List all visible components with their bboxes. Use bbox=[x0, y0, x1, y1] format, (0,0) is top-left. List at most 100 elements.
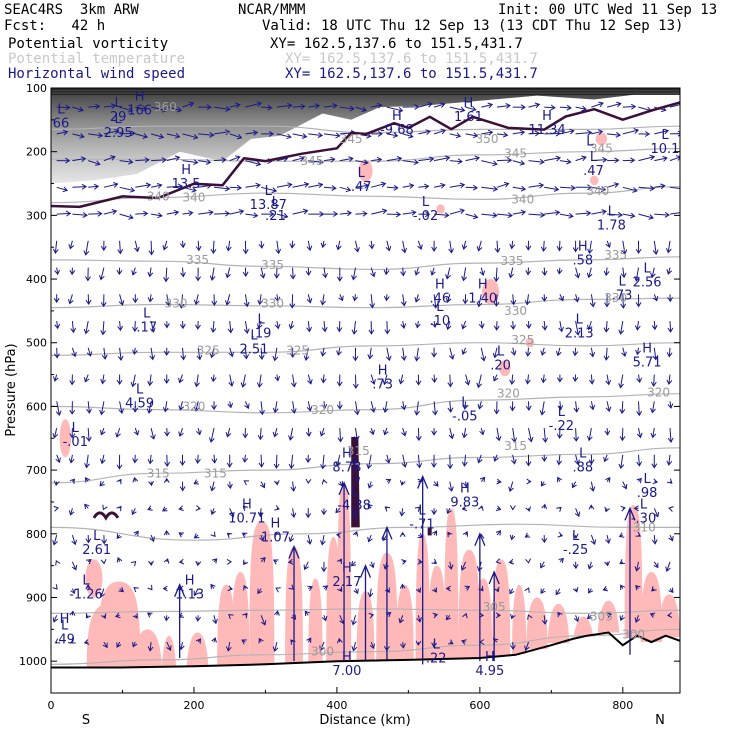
wind-vector-59 bbox=[86, 559, 92, 565]
axes: 100 200 300 400 500 600 700 800 900 1000 0 200 400 60… bbox=[19, 82, 680, 712]
wind-vector-148 bbox=[166, 133, 181, 139]
wind-vector-54 bbox=[85, 428, 92, 442]
wind-vector-138 bbox=[150, 427, 156, 440]
extremum-l-marker-48: L bbox=[115, 96, 123, 111]
wind-vector-52 bbox=[84, 374, 90, 383]
wind-vector-655 bbox=[544, 209, 561, 216]
wind-vector-368 bbox=[321, 401, 328, 410]
wind-vector-327 bbox=[288, 428, 294, 441]
wind-vector-254 bbox=[245, 160, 262, 167]
wind-vector-769 bbox=[620, 584, 626, 591]
wind-vector-548 bbox=[465, 155, 481, 162]
wind-vector-750 bbox=[606, 612, 613, 619]
wind-vector-56 bbox=[84, 477, 91, 483]
wind-vector-143 bbox=[148, 560, 154, 566]
wind-vector-530 bbox=[448, 240, 454, 254]
wind-vector-24 bbox=[72, 183, 88, 190]
wind-vector-437 bbox=[369, 561, 375, 569]
wind-vector-627 bbox=[509, 588, 515, 595]
wind-vector-203 bbox=[193, 479, 199, 485]
wind-vector-803 bbox=[650, 428, 657, 439]
init-time: Init: 00 UTC Wed 11 Sep 13 bbox=[498, 2, 718, 18]
wind-vector-421 bbox=[371, 130, 384, 137]
wind-vector-466 bbox=[402, 209, 417, 216]
wind-vector-767 bbox=[618, 532, 625, 538]
extremum-value-40: 13.5 bbox=[172, 177, 201, 192]
wind-vector-322 bbox=[289, 294, 296, 309]
wind-vector-592 bbox=[496, 212, 513, 219]
y-tick-label-500: 500 bbox=[26, 337, 47, 350]
wind-vector-246 bbox=[229, 508, 235, 518]
wind-vector-557 bbox=[462, 401, 469, 410]
wind-vector-499 bbox=[417, 532, 424, 538]
wind-vector-58 bbox=[85, 535, 92, 544]
wind-vector-764 bbox=[618, 454, 625, 470]
wind-vector-476 bbox=[399, 480, 406, 486]
wind-vector-215 bbox=[210, 240, 217, 255]
extremum-value-29: -.30 bbox=[631, 511, 656, 526]
wind-vector-235 bbox=[229, 209, 245, 215]
wind-vector-453 bbox=[383, 427, 389, 436]
theta-label-15: 325 bbox=[511, 333, 534, 347]
wind-vector-184 bbox=[178, 532, 184, 538]
wind-vector-598 bbox=[493, 374, 499, 382]
legend-theta-xy: XY= 162.5,137.6 to 151.5,431.7 bbox=[285, 51, 538, 67]
wind-vector-683 bbox=[556, 428, 563, 440]
wind-vector-650 bbox=[524, 641, 530, 652]
wind-vector-600 bbox=[495, 428, 502, 442]
wind-vector-276 bbox=[260, 186, 278, 193]
wind-vector-3 bbox=[56, 186, 69, 193]
wind-vector-182 bbox=[179, 481, 186, 492]
wind-vector-107 bbox=[135, 157, 150, 163]
wind-vector-648 bbox=[524, 587, 530, 593]
wind-vector-396 bbox=[337, 586, 343, 592]
extremum-l-marker-26: L bbox=[558, 405, 566, 420]
extremum-l-marker-38: L bbox=[272, 195, 280, 210]
wind-vector-680 bbox=[555, 347, 562, 357]
theta-label-9: 320 bbox=[183, 399, 206, 413]
wind-vector-703 bbox=[573, 428, 580, 442]
extremum-value-31: 5.71 bbox=[633, 355, 662, 370]
theta-label-21: 335 bbox=[261, 258, 284, 272]
x-tick-label-0: 0 bbox=[48, 699, 55, 712]
wind-vector-350 bbox=[305, 478, 312, 485]
extremum-value-19: 7.00 bbox=[332, 664, 361, 679]
wind-vector-263 bbox=[244, 401, 250, 410]
wind-vector-242 bbox=[227, 401, 234, 409]
wind-vector-313 bbox=[274, 610, 280, 616]
wind-vector-793 bbox=[654, 155, 668, 162]
x-tick-label-800: 800 bbox=[612, 699, 633, 712]
wind-vector-57 bbox=[84, 503, 90, 510]
wind-vector-96 bbox=[115, 427, 121, 438]
wind-vector-156 bbox=[163, 347, 170, 357]
wind-vector-161 bbox=[163, 477, 170, 483]
wind-vector-307 bbox=[273, 454, 280, 469]
wind-vector-640 bbox=[525, 374, 531, 385]
wind-vector-482 bbox=[400, 642, 406, 649]
wind-vector-555 bbox=[461, 347, 467, 355]
wind-vector-606 bbox=[494, 586, 500, 593]
extremum-l-marker-5: L bbox=[61, 618, 69, 633]
wind-vector-376 bbox=[321, 615, 328, 622]
shade-column-20 bbox=[492, 559, 511, 657]
wind-vector-427 bbox=[369, 294, 376, 309]
wind-vector-822 bbox=[667, 401, 674, 409]
wind-vector-43 bbox=[88, 132, 104, 139]
wind-vector-516 bbox=[431, 428, 438, 436]
extremum-h-marker-13: H bbox=[342, 446, 352, 461]
wind-vector-735 bbox=[607, 211, 624, 218]
wind-vector-293 bbox=[258, 637, 264, 644]
wind-vector-682 bbox=[557, 401, 564, 411]
y-tick-label-600: 600 bbox=[26, 400, 47, 413]
wind-vector-528 bbox=[449, 182, 466, 189]
wind-vector-775 bbox=[638, 213, 655, 220]
extremum-l-marker-29: L bbox=[640, 497, 648, 512]
wind-vector-690 bbox=[557, 611, 563, 618]
wind-vector-709 bbox=[572, 587, 579, 593]
wind-vector-536 bbox=[447, 401, 454, 413]
wind-vector-319 bbox=[292, 208, 309, 215]
wind-vector-157 bbox=[163, 374, 170, 385]
wind-vector-103 bbox=[115, 612, 121, 619]
wind-vector-747 bbox=[605, 534, 611, 545]
wind-vector-211 bbox=[213, 129, 231, 136]
